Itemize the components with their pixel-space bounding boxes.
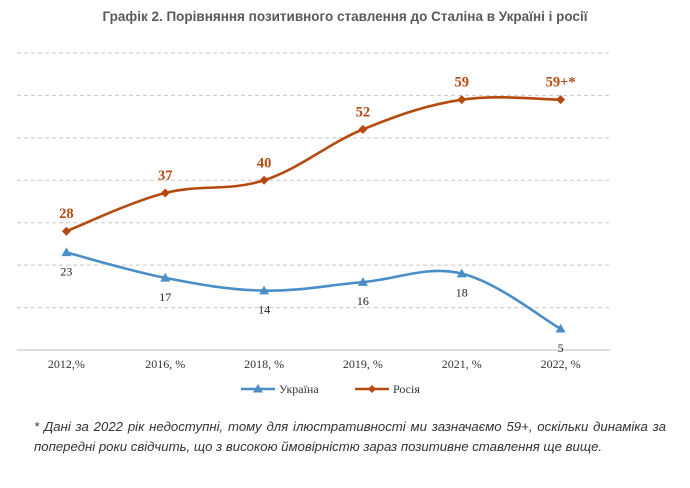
data-point-marker (259, 285, 270, 295)
legend-marker (253, 384, 263, 393)
data-label: 16 (357, 294, 369, 308)
data-label: 14 (258, 303, 270, 317)
data-label: 59 (455, 75, 470, 91)
data-label: 18 (456, 286, 468, 300)
data-labels: 23 17 14 16 18 5 28 37 40 52 59 59+* (59, 75, 575, 355)
data-point-marker (259, 175, 269, 185)
x-tick-label: 2018, % (244, 357, 284, 371)
x-tick-label: 2019, % (343, 357, 383, 371)
footnote: * Дані за 2022 рік недоступні, тому для … (34, 419, 666, 454)
data-point-marker (555, 323, 566, 333)
data-point-marker (357, 277, 368, 286)
data-point-marker (160, 188, 170, 198)
legend-label: Росія (393, 382, 420, 396)
data-label: 23 (60, 264, 72, 278)
x-tick-label: 2016, % (145, 357, 185, 371)
data-label: 17 (159, 290, 171, 304)
data-label: 37 (158, 168, 173, 184)
x-tick-label: 2012,% (48, 357, 85, 371)
chart-title: Графік 2. Порівняння позитивного ставлен… (102, 9, 588, 24)
data-point-marker (456, 268, 467, 278)
data-label: 52 (356, 104, 371, 120)
data-label: 40 (257, 155, 272, 171)
legend: Україна Росія (241, 382, 420, 396)
data-point-marker (61, 226, 71, 236)
x-axis: 2012,% 2016, % 2018, % 2019, % 2021, % 2022, … (48, 357, 581, 371)
series-line-1 (65, 96, 561, 233)
legend-label: Україна (279, 382, 319, 396)
data-point-marker (61, 247, 72, 257)
x-tick-label: 2022, % (541, 357, 581, 371)
data-label: 5 (558, 341, 564, 355)
series-lines (65, 96, 562, 330)
data-label: 28 (59, 206, 74, 222)
x-tick-label: 2021, % (442, 357, 482, 371)
legend-marker (368, 385, 376, 393)
data-label: 59+* (546, 75, 576, 91)
series-line-0 (66, 251, 562, 330)
data-point-marker (160, 272, 171, 282)
data-markers (61, 95, 566, 333)
line-chart: 2012,% 2016, % 2018, % 2019, % 2021, % 2022, … (17, 52, 610, 396)
data-point-marker (457, 95, 467, 105)
data-point-marker (556, 95, 566, 105)
data-point-marker (358, 124, 368, 134)
